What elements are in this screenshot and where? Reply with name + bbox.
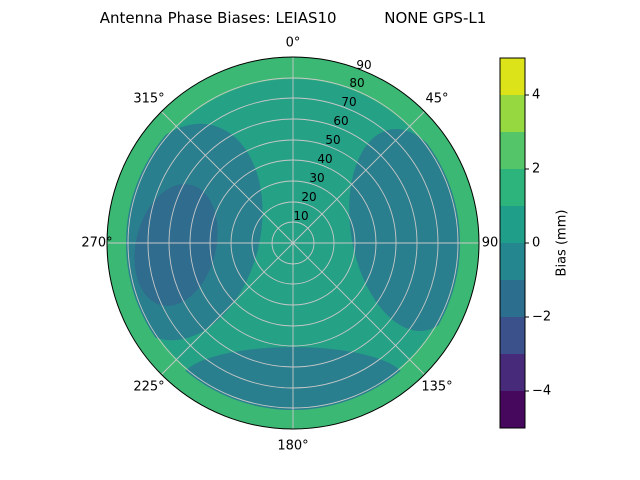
colorbar-band	[500, 58, 525, 95]
grid-spoke	[161, 111, 294, 244]
chart-title: Antenna Phase Biases: LEIAS10 NONE GPS-L…	[99, 9, 487, 27]
colorbar-band	[500, 169, 525, 206]
angle-label-315: 315°	[133, 91, 165, 107]
low-bias-regions	[126, 123, 460, 410]
colorbar-band	[500, 280, 525, 317]
colorbar-tick-label-2: 2	[532, 161, 541, 177]
radial-tick-label-70: 70	[341, 95, 357, 109]
colorbar-band	[500, 354, 525, 391]
radial-tick-label-30: 30	[309, 171, 325, 185]
grid-spoke	[161, 242, 294, 375]
low-bias-core-west	[134, 184, 218, 306]
colorbar-band	[500, 95, 525, 132]
grid-spoke	[292, 242, 425, 375]
radial-tick-label-90: 90	[356, 58, 372, 72]
radial-tick-label-50: 50	[325, 133, 341, 147]
radial-tick-label-40: 40	[317, 152, 333, 166]
colorbar-tick-label-4: 4	[532, 87, 541, 103]
polar-grid	[107, 57, 479, 429]
colorbar-tick-label-neg4: −4	[532, 383, 552, 399]
colorbar	[499, 57, 529, 429]
colorbar-tick-label-neg2: −2	[532, 309, 552, 325]
low-bias-region-east	[349, 129, 460, 331]
grid-spoke	[292, 111, 425, 244]
colorbar-axis-label: Bias (mm)	[554, 209, 570, 277]
colorbar-tick-label-0: 0	[532, 235, 541, 251]
angle-label-90: 90	[481, 235, 499, 251]
colorbar-band	[500, 391, 525, 428]
angle-label-45: 45°	[425, 91, 449, 107]
colorbar-band	[500, 317, 525, 354]
colorbar-band	[500, 132, 525, 169]
radial-tick-label-60: 60	[333, 114, 349, 128]
angle-label-270: 270°	[81, 235, 113, 251]
angle-label-135: 135°	[421, 379, 453, 395]
colorbar-band	[500, 243, 525, 280]
radial-tick-label-80: 80	[349, 76, 365, 90]
angle-label-0: 0°	[285, 35, 301, 51]
colorbar-band	[500, 206, 525, 243]
radial-tick-label-20: 20	[301, 190, 317, 204]
radial-tick-label-10: 10	[293, 209, 309, 223]
polar-spine	[106, 56, 480, 430]
angle-label-225: 225°	[133, 379, 165, 395]
angle-label-180: 180°	[277, 438, 309, 454]
